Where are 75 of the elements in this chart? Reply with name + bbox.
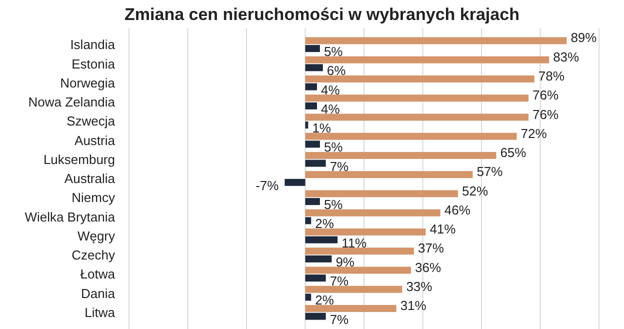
data-label: 76% xyxy=(532,88,559,103)
data-label: 11% xyxy=(342,235,368,250)
y-tick-label: Nowa Zelandia xyxy=(28,94,116,110)
data-label: 52% xyxy=(462,183,488,198)
data-label: 5% xyxy=(324,44,344,60)
data-label: 7% xyxy=(330,158,350,174)
bar xyxy=(305,45,320,52)
bar xyxy=(305,190,458,198)
data-label: 2% xyxy=(315,216,334,232)
bar xyxy=(305,286,402,293)
bar xyxy=(305,248,414,255)
y-tick-label: Dania xyxy=(81,286,116,301)
bar xyxy=(305,37,567,44)
bar xyxy=(284,178,306,186)
bar xyxy=(305,312,326,320)
bar xyxy=(305,75,534,82)
data-label: 31% xyxy=(400,298,427,314)
data-label: 72% xyxy=(520,126,548,141)
y-tick-label: Łotwa xyxy=(80,266,116,282)
bar xyxy=(305,274,326,282)
y-tick-label: Islandia xyxy=(70,37,116,52)
data-label: -7% xyxy=(256,178,280,193)
bar xyxy=(305,56,550,64)
data-label: 78% xyxy=(538,68,565,84)
data-label: 9% xyxy=(336,254,355,270)
data-label: 36% xyxy=(415,260,442,275)
bar xyxy=(305,94,528,102)
data-label: 83% xyxy=(553,49,580,64)
bar xyxy=(305,102,317,110)
data-label: 33% xyxy=(406,278,433,294)
data-label: 4% xyxy=(321,82,340,98)
bar xyxy=(305,236,338,244)
bar xyxy=(305,294,312,301)
data-label: 65% xyxy=(500,145,527,160)
y-tick-label: Australia xyxy=(64,171,116,186)
data-label: 41% xyxy=(430,222,456,237)
bar xyxy=(305,217,312,224)
y-tick-label: Czechy xyxy=(72,248,116,263)
data-label: 5% xyxy=(324,197,344,212)
data-label: 1% xyxy=(312,120,332,136)
bar xyxy=(305,140,320,148)
y-tick-label: Węgry xyxy=(77,228,116,244)
bar xyxy=(305,304,396,312)
bar xyxy=(305,198,320,206)
bar xyxy=(305,152,496,159)
y-tick-label: Norwegia xyxy=(60,75,116,90)
data-label: 5% xyxy=(324,140,344,155)
bar xyxy=(305,114,528,121)
data-label: 57% xyxy=(476,164,504,180)
bar xyxy=(305,64,323,72)
bar xyxy=(305,160,326,167)
y-tick-label: Luksemburg xyxy=(43,152,115,167)
data-label: 4% xyxy=(321,101,340,116)
data-label: 76% xyxy=(532,106,559,122)
y-tick-label: Szwecja xyxy=(66,114,116,129)
data-label: 7% xyxy=(330,312,350,327)
y-tick-label: Estonia xyxy=(72,56,116,72)
y-tick-label: Wielka Brytania xyxy=(24,209,116,224)
data-label: 6% xyxy=(326,63,346,78)
bar xyxy=(305,83,317,90)
data-label: 46% xyxy=(444,202,471,218)
bar xyxy=(305,209,440,216)
bar xyxy=(305,132,517,140)
data-label: 37% xyxy=(418,240,444,256)
bar xyxy=(305,171,473,178)
y-tick-label: Litwa xyxy=(84,304,116,320)
y-tick-label: Niemcy xyxy=(72,190,116,206)
data-label: 7% xyxy=(330,274,350,289)
chart-title: Zmiana cen nieruchomości w wybranych krajach xyxy=(124,5,520,24)
data-label: 89% xyxy=(570,30,598,46)
bar xyxy=(305,255,332,262)
data-label: 2% xyxy=(315,292,334,308)
bar xyxy=(305,266,411,274)
y-tick-label: Austria xyxy=(74,132,116,148)
bar xyxy=(305,228,426,236)
